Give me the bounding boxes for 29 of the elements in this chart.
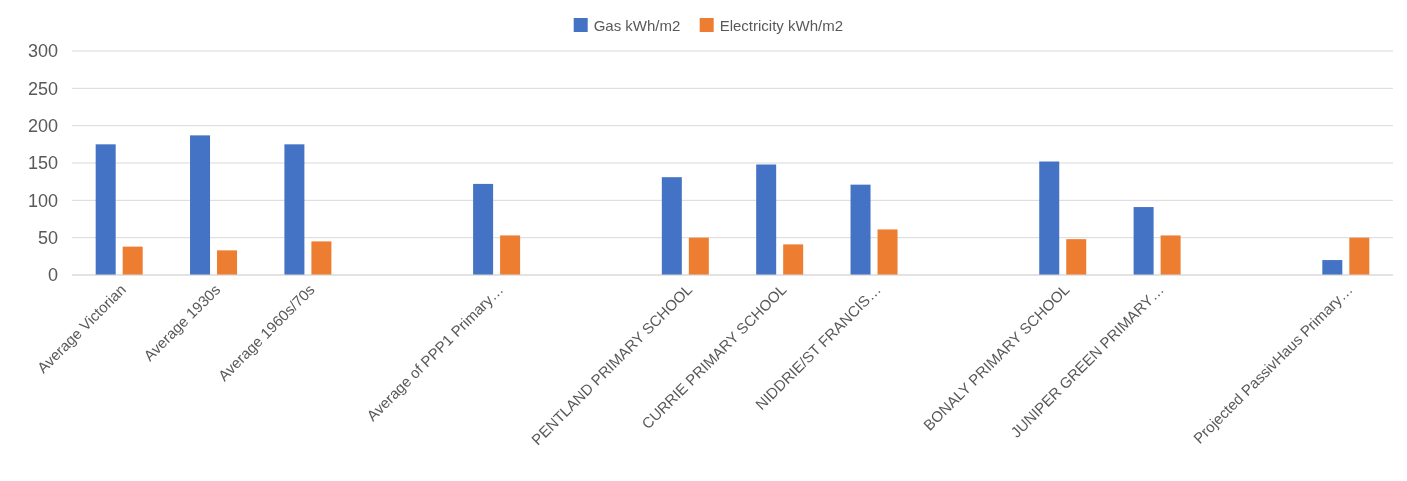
bar (1133, 207, 1154, 275)
bar (850, 184, 871, 275)
y-tick-label: 0 (47, 265, 58, 286)
bar (311, 241, 332, 275)
bar (284, 144, 305, 275)
bar (122, 246, 143, 275)
bar (500, 235, 521, 275)
y-tick-label: 200 (27, 115, 58, 136)
bar (95, 144, 116, 275)
bar (688, 237, 709, 275)
bar (1322, 260, 1343, 275)
y-tick-label: 150 (27, 153, 58, 174)
y-tick-label: 250 (27, 78, 58, 99)
bar (877, 229, 898, 275)
bar (1066, 239, 1087, 275)
y-tick-label: 50 (37, 227, 58, 248)
bar (1349, 237, 1370, 275)
legend-label: Electricity kWh/m2 (719, 17, 844, 35)
y-tick-label: 100 (27, 190, 58, 211)
bar (756, 164, 777, 275)
legend-label: Gas kWh/m2 (593, 17, 681, 35)
bar (217, 250, 238, 275)
bar (661, 177, 682, 275)
y-tick-label: 300 (27, 41, 58, 62)
bar (1160, 235, 1181, 275)
bar (783, 244, 804, 275)
bar (190, 135, 211, 275)
bar (1039, 161, 1060, 275)
bar (473, 183, 494, 275)
